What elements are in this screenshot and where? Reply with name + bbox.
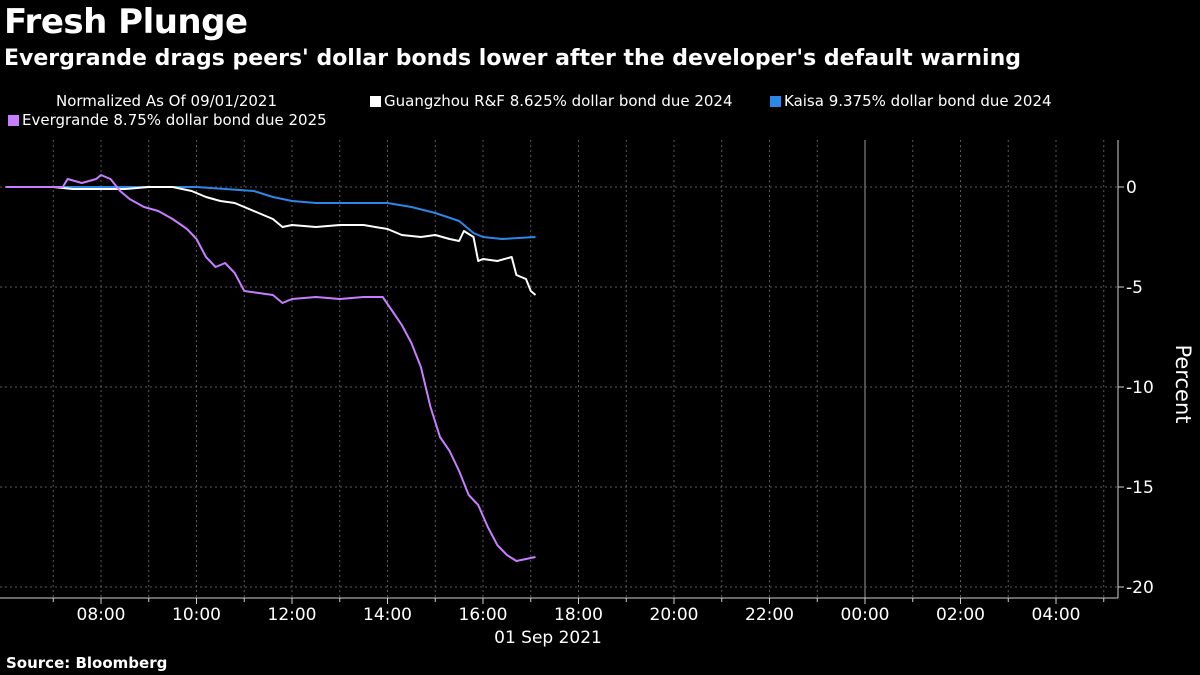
y-tick-label: -10 xyxy=(1126,378,1154,398)
x-tick-label: 10:00 xyxy=(172,605,221,625)
series-line-kaisa xyxy=(5,186,536,240)
chart-title: Fresh Plunge xyxy=(4,2,248,42)
x-axis-title: 01 Sep 2021 xyxy=(494,628,602,648)
series-line-guangzhou xyxy=(5,186,537,296)
x-tick-label: 08:00 xyxy=(77,605,126,625)
legend-item-evergrande: Evergrande 8.75% dollar bond due 2025 xyxy=(8,111,327,129)
legend-swatch-guangzhou xyxy=(370,95,381,107)
y-tick-label: -15 xyxy=(1126,478,1154,498)
legend-swatch-kaisa xyxy=(770,95,781,107)
legend-normalization-note: Normalized As Of 09/01/2021 xyxy=(56,92,277,110)
x-tick-label: 18:00 xyxy=(554,605,603,625)
x-tick-label: 12:00 xyxy=(268,605,317,625)
series-line-evergrande xyxy=(5,174,536,562)
x-tick-label: 22:00 xyxy=(745,605,794,625)
legend-item-guangzhou: Guangzhou R&F 8.625% dollar bond due 202… xyxy=(370,92,733,110)
x-tick-label: 20:00 xyxy=(650,605,699,625)
legend-item-kaisa: Kaisa 9.375% dollar bond due 2024 xyxy=(770,92,1052,110)
x-tick-label: 04:00 xyxy=(1032,605,1081,625)
source-note: Source: Bloomberg xyxy=(6,654,168,672)
chart-subtitle: Evergrande drags peers' dollar bonds low… xyxy=(4,46,1021,71)
y-tick-label: 0 xyxy=(1126,178,1137,198)
x-tick-label: 14:00 xyxy=(363,605,412,625)
x-tick-label: 16:00 xyxy=(459,605,508,625)
legend-label-evergrande: Evergrande 8.75% dollar bond due 2025 xyxy=(22,111,327,129)
x-tick-label: 02:00 xyxy=(936,605,985,625)
y-axis-title: Percent xyxy=(1171,344,1195,423)
legend-label-kaisa: Kaisa 9.375% dollar bond due 2024 xyxy=(784,92,1052,110)
y-tick-label: -20 xyxy=(1126,578,1154,598)
legend-swatch-evergrande xyxy=(8,114,19,126)
legend-label-guangzhou: Guangzhou R&F 8.625% dollar bond due 202… xyxy=(384,92,733,110)
y-tick-label: -5 xyxy=(1126,278,1143,298)
x-tick-label: 00:00 xyxy=(841,605,890,625)
